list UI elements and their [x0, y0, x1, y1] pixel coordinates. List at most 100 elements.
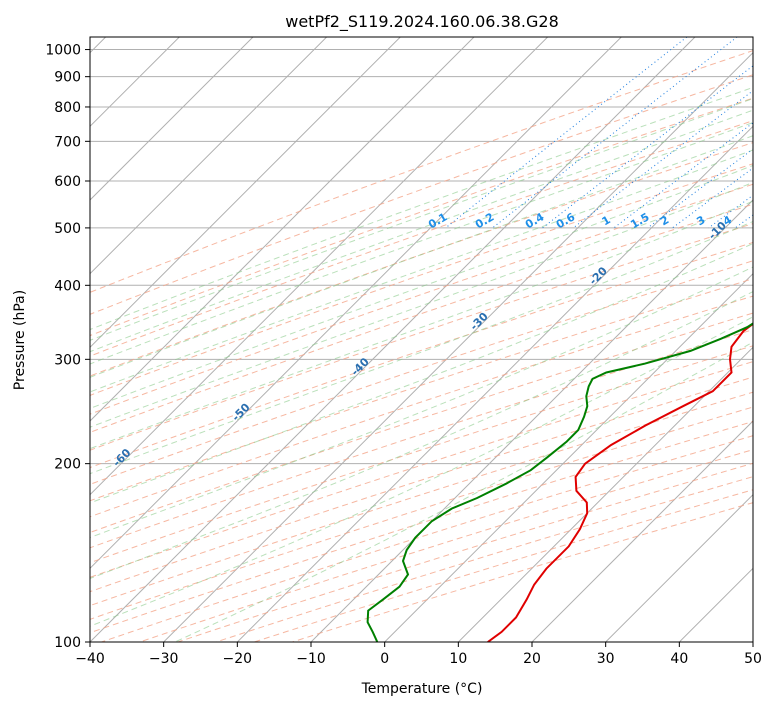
isotherm-line: [90, 37, 549, 496]
x-tick-label: 20: [523, 651, 541, 667]
mixing-ratio-line: [672, 167, 753, 229]
moist-adiabat: [90, 181, 753, 428]
mixing-ratio-line: [445, 37, 688, 229]
dry-adiabat: [101, 435, 753, 642]
dry-adiabat: [90, 183, 753, 415]
isotherm-line: [162, 51, 753, 642]
moist-adiabat: [90, 86, 753, 331]
dry-adiabat: [90, 97, 753, 337]
x-tick-label: 10: [449, 651, 467, 667]
isotherm-line: [457, 346, 753, 642]
y-tick-label: 400: [54, 278, 81, 294]
dry-adiabat: [90, 329, 753, 549]
isotherm-line: [310, 199, 753, 642]
mixing-ratio-line: [734, 214, 753, 229]
mixing-ratio-line: [492, 37, 738, 229]
dry-adiabat: [90, 295, 753, 518]
y-tick-label: 500: [54, 221, 81, 237]
moist-adiabat: [90, 220, 753, 475]
y-tick-label: 900: [54, 70, 81, 86]
x-tick-label: 40: [670, 651, 688, 667]
moist-adiabat: [174, 341, 753, 642]
isotherm-label: -20: [587, 264, 610, 287]
plot-area: [90, 37, 753, 642]
isotherm-line: [752, 641, 753, 642]
moist-adiabat: [90, 149, 753, 393]
isotherm-line: [90, 37, 402, 349]
x-tick-label: −30: [149, 651, 179, 667]
isotherm-label: -40: [349, 355, 372, 378]
isotherm-line: [383, 272, 753, 642]
dry-adiabat: [90, 406, 753, 620]
dry-adiabat: [90, 391, 753, 607]
dry-adiabat: [90, 260, 753, 485]
x-tick-label: 30: [597, 651, 615, 667]
mixing-ratio-label: 1: [600, 213, 613, 228]
isotherm-label: -50: [229, 400, 252, 423]
y-tick-label: 300: [54, 352, 81, 368]
isotherm-line: [90, 37, 696, 642]
moist-adiabat: [90, 109, 753, 353]
mixing-ratio-line: [613, 122, 753, 229]
series-layer: [366, 322, 753, 642]
isotherm-line: [236, 125, 753, 642]
dry-adiabat: [215, 476, 753, 642]
x-axis: −40 −30 −20 −10 0 10 20 30 40 50: [75, 642, 762, 667]
isotherm-line: [604, 493, 753, 642]
mixing-ratio-label: 3: [694, 213, 707, 228]
plot-frame: [89, 36, 754, 643]
moist-adiabat: [90, 164, 753, 409]
moist-adiabat: [90, 98, 753, 341]
mixing-ratio-line: [542, 65, 753, 229]
moist-adiabat: [90, 200, 753, 450]
skew-layer: [90, 37, 753, 642]
label-layer: 0.1 0.2 0.4 0.6 1 1.5 2 3 4-60-50-40-30-20-10: [110, 210, 734, 469]
dry-adiabat: [90, 223, 753, 451]
isotherm-label: -30: [468, 310, 491, 333]
y-tick-label: 600: [54, 174, 81, 190]
x-tick-label: −10: [296, 651, 326, 667]
dewpoint-line: [366, 322, 753, 642]
dry-adiabat: [90, 50, 753, 293]
dry-adiabat: [90, 278, 753, 502]
moist-adiabat: [90, 291, 753, 579]
isotherm-line: [90, 37, 623, 570]
dry-adiabat: [90, 361, 753, 578]
y-tick-label: 100: [54, 635, 81, 651]
y-tick-label: 800: [54, 100, 81, 116]
isotherm-line: [90, 37, 328, 275]
x-tick-label: −40: [75, 651, 105, 667]
y-axis: 100 200 300 400 500 600 700 800 900 1000: [45, 43, 90, 651]
grid-layer: [90, 37, 753, 642]
dry-adiabat: [90, 142, 753, 377]
isotherm-label: -60: [110, 446, 133, 469]
x-axis-label: Temperature (°C): [361, 681, 483, 697]
isotherm-line: [90, 37, 475, 422]
y-tick-label: 1000: [45, 43, 81, 59]
moist-adiabat: [90, 266, 753, 539]
moist-adiabat: [90, 135, 753, 378]
dry-adiabat: [90, 312, 753, 534]
isotherm-line: [90, 37, 254, 201]
dry-adiabat: [90, 74, 753, 315]
dry-adiabat: [90, 241, 753, 469]
chart-title: wetPf2_S119.2024.160.06.38.G28: [285, 12, 559, 32]
x-tick-label: 50: [744, 651, 762, 667]
moist-adiabat: [90, 316, 753, 627]
dry-adiabat: [90, 376, 753, 593]
x-tick-label: 0: [380, 651, 389, 667]
dry-adiabat: [90, 120, 753, 357]
y-tick-label: 200: [54, 457, 81, 473]
temperature-line: [487, 322, 753, 642]
y-tick-label: 700: [54, 134, 81, 150]
isotherm-line: [678, 567, 753, 642]
dry-adiabat: [90, 345, 753, 564]
isotherm-line: [531, 420, 753, 642]
dry-adiabat: [90, 163, 753, 396]
x-tick-label: −20: [223, 651, 253, 667]
mixing-ratio-label: 2: [658, 213, 671, 228]
moist-adiabat: [90, 122, 753, 365]
dry-adiabat: [90, 203, 753, 433]
moist-adiabat: [90, 242, 753, 504]
